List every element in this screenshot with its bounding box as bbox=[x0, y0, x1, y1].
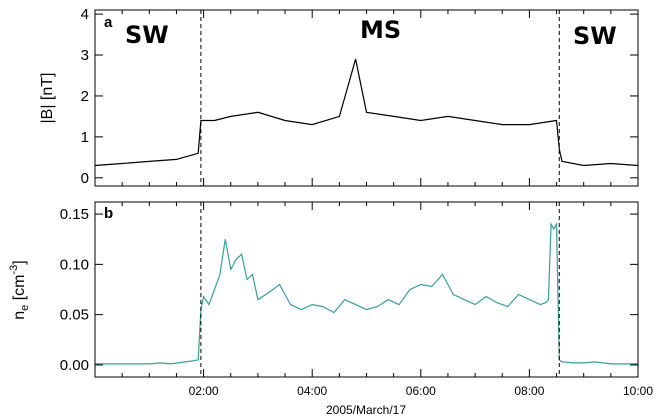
panel-a-yticks: 0 1 2 3 4 bbox=[81, 6, 638, 187]
region-label-sw-right: SW bbox=[573, 22, 617, 50]
y-tick-label-b-3: 0.15 bbox=[60, 206, 89, 223]
y-tick-label-a-2: 2 bbox=[81, 88, 89, 105]
x-tick-label-2: 06:00 bbox=[406, 384, 436, 398]
x-tick-label-1: 04:00 bbox=[297, 384, 327, 398]
ylabel-exponent: -3 bbox=[8, 265, 20, 275]
y-tick-label-b-0: 0.00 bbox=[60, 357, 89, 374]
y-tick-label-a-4: 4 bbox=[81, 6, 89, 23]
y-tick-label-b-1: 0.05 bbox=[60, 307, 89, 324]
x-tick-label-0: 02:00 bbox=[189, 384, 219, 398]
panel-b: 0.00 0.05 0.10 0.15 02:00 04:00 06:00 08:00 10:… bbox=[8, 201, 653, 417]
series-line-a-0 bbox=[94, 58, 639, 167]
panel-b-ylabel: ne [cm-3] bbox=[8, 260, 31, 319]
region-label-sw-left: SW bbox=[125, 21, 169, 49]
panel-a-boundaries bbox=[200, 10, 560, 186]
y-tick-label-a-0: 0 bbox=[81, 170, 89, 187]
y-tick-label-a-1: 1 bbox=[81, 129, 89, 146]
y-tick-label-b-2: 0.10 bbox=[60, 256, 89, 273]
panel-a-xticks bbox=[121, 10, 612, 186]
panel-b-lines bbox=[95, 221, 638, 365]
region-label-ms: MS bbox=[360, 16, 401, 44]
panel-a-lines bbox=[94, 58, 639, 167]
panel-a: 0 1 2 3 4 a SW MS SW |B| [nT] bbox=[39, 6, 639, 187]
panel-b-xticks: 02:00 04:00 06:00 08:00 10:00 bbox=[121, 202, 653, 398]
series-line-b-0 bbox=[95, 221, 638, 365]
ylabel-symbol: n bbox=[11, 311, 28, 320]
ylabel-subscript: e bbox=[19, 305, 31, 311]
x-tick-label-4: 10:00 bbox=[623, 384, 653, 398]
panel-b-label: b bbox=[104, 205, 113, 222]
panel-a-label: a bbox=[104, 14, 113, 31]
panel-b-yticks: 0.00 0.05 0.10 0.15 bbox=[60, 206, 638, 374]
ylabel-unit: [cm bbox=[11, 274, 28, 304]
y-tick-label-a-3: 3 bbox=[81, 47, 89, 64]
panel-a-ylabel: |B| [nT] bbox=[39, 73, 56, 124]
x-tick-label-3: 08:00 bbox=[514, 384, 544, 398]
panel-b-boundaries bbox=[200, 202, 560, 377]
x-axis-label: 2005/March/17 bbox=[326, 403, 406, 417]
ylabel-unit-close: ] bbox=[11, 260, 28, 264]
